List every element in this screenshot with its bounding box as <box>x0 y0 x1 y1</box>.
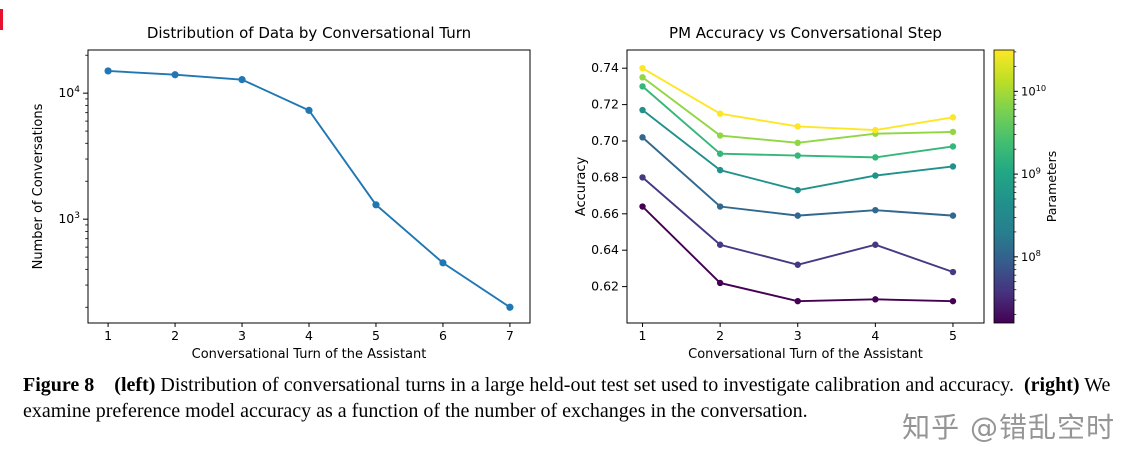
data-point <box>171 71 179 79</box>
data-point <box>949 128 957 136</box>
data-point <box>949 143 957 150</box>
data-point <box>639 83 646 90</box>
data-point <box>716 279 724 287</box>
data-point <box>794 139 801 147</box>
x-tick-label: 5 <box>372 328 380 343</box>
x-tick-label: 3 <box>238 328 246 343</box>
x-tick-label: 4 <box>305 328 313 343</box>
x-tick-label: 4 <box>871 328 879 343</box>
data-point <box>949 163 957 170</box>
data-point <box>716 241 724 248</box>
x-tick-label: 5 <box>949 328 957 343</box>
data-point <box>104 67 112 75</box>
colorbar-tick-label: 108 <box>1021 248 1041 264</box>
plot-frame <box>87 49 531 324</box>
data-point <box>639 203 646 210</box>
data-point <box>639 174 646 181</box>
figure-caption: Figure 8 (left) Distribution of conversa… <box>23 372 1115 424</box>
series-line-0 <box>108 70 511 309</box>
caption-text <box>94 374 114 396</box>
x-tick-label: 2 <box>171 328 179 343</box>
data-point <box>639 65 646 72</box>
x-tick-label: 2 <box>716 328 724 343</box>
data-point <box>949 268 957 276</box>
y-tick-label: 0.74 <box>591 60 619 75</box>
x-tick-label: 6 <box>439 328 447 343</box>
series-line-6 <box>642 67 954 132</box>
left-chart-svg: 1 2 3 4 5 6 7 103 104 Distribution of Data by Con… <box>31 24 531 362</box>
data-point <box>639 106 646 114</box>
data-point <box>794 186 801 194</box>
right-chart-pm-accuracy: 1 2 3 4 5 0.62 0.64 0.66 0.68 0.70 0.72 0.74 PM Accu… <box>570 8 1131 374</box>
caption-bold-text: (right) <box>1024 374 1080 396</box>
data-point <box>872 126 879 134</box>
y-axis-label: Number of Conversations <box>31 103 46 269</box>
right-chart-svg: 1 2 3 4 5 0.62 0.64 0.66 0.68 0.70 0.72 0.74 PM Accu… <box>574 24 1059 362</box>
x-tick-label: 1 <box>639 328 647 343</box>
x-tick-label: 1 <box>104 328 112 343</box>
y-tick-label: 0.62 <box>591 279 619 294</box>
colorbar <box>993 49 1015 324</box>
data-point <box>794 152 801 159</box>
left-edge-red-mark <box>0 9 3 30</box>
x-axis-label: Conversational Turn of the Assistant <box>688 347 923 362</box>
data-point <box>238 76 246 84</box>
chart-title: Distribution of Data by Conversational T… <box>147 24 471 42</box>
y-tick-label: 0.68 <box>591 169 619 184</box>
chart-title: PM Accuracy vs Conversational Step <box>669 24 942 42</box>
y-tick-label: 0.70 <box>591 133 619 148</box>
y-tick-label: 0.66 <box>591 206 619 221</box>
colorbar-tick-label: 1010 <box>1021 83 1046 99</box>
data-point <box>949 297 957 305</box>
data-point <box>716 150 724 157</box>
data-point <box>794 297 801 305</box>
data-point <box>872 154 879 161</box>
data-point <box>716 203 724 210</box>
colorbar-tick-label: 109 <box>1021 165 1041 181</box>
data-point <box>794 261 801 268</box>
caption-bold-text: Figure 8 <box>23 374 95 396</box>
y-tick-label: 103 <box>58 211 80 226</box>
plot-frame <box>626 49 985 324</box>
data-point <box>949 114 957 121</box>
x-tick-label: 7 <box>506 328 514 343</box>
data-point <box>716 166 724 174</box>
data-point <box>372 201 380 209</box>
caption-bold-text: (left) <box>114 374 156 396</box>
data-point <box>639 74 646 81</box>
series-line-0 <box>641 205 953 303</box>
colorbar-label: Parameters <box>1044 151 1059 223</box>
data-point <box>872 296 879 303</box>
series-line-2 <box>641 136 954 217</box>
data-point <box>949 212 957 219</box>
data-point <box>872 172 879 179</box>
x-axis-label: Conversational Turn of the Assistant <box>192 347 427 362</box>
data-point <box>716 132 724 139</box>
data-point <box>872 206 879 214</box>
data-point <box>794 123 801 130</box>
data-point <box>439 259 447 267</box>
data-point <box>716 110 724 117</box>
left-chart-distribution: 1 2 3 4 5 6 7 103 104 Distribution of Data by Con… <box>18 8 566 374</box>
data-point <box>794 212 801 219</box>
caption-text: We examine preference model accuracy as … <box>23 374 1111 422</box>
data-point <box>639 134 646 141</box>
data-point <box>872 241 879 248</box>
y-tick-label: 0.72 <box>591 97 619 112</box>
x-tick-label: 3 <box>794 328 802 343</box>
caption-text: Distribution of conversational turns in … <box>155 374 1025 396</box>
y-tick-label: 0.64 <box>591 242 619 257</box>
data-point <box>506 303 514 311</box>
watermark: 知乎 @错乱空时 <box>902 411 1115 444</box>
y-axis-label: Accuracy <box>574 157 589 217</box>
y-tick-label: 104 <box>58 85 80 100</box>
series-line-5 <box>641 76 953 144</box>
data-point <box>305 106 313 114</box>
